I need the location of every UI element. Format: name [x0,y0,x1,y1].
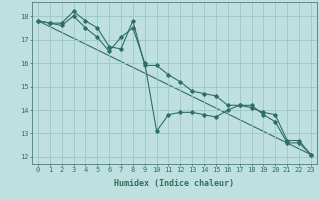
X-axis label: Humidex (Indice chaleur): Humidex (Indice chaleur) [115,179,234,188]
